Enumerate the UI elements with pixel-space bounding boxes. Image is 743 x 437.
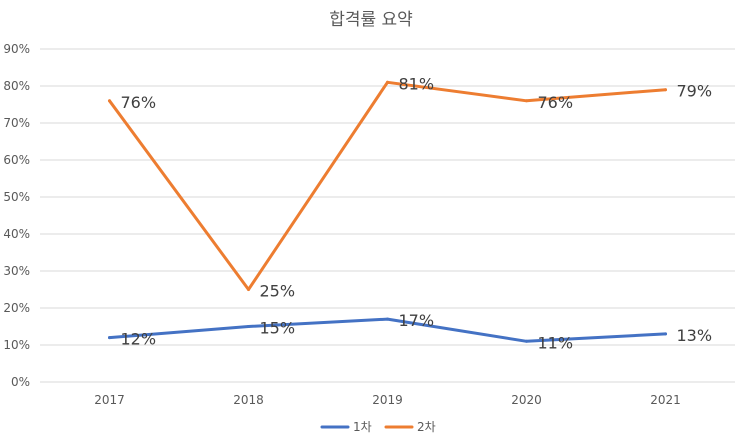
data-point	[386, 80, 389, 84]
x-axis-ticks: 2017 2018 2019 2020 2021	[94, 393, 681, 407]
data-label: 76%	[538, 93, 574, 112]
data-label: 15%	[260, 319, 296, 338]
y-tick-label: 90%	[3, 42, 30, 56]
data-label: 12%	[121, 330, 157, 349]
y-tick-label: 0%	[11, 375, 30, 389]
data-label: 13%	[677, 326, 713, 345]
data-label: 11%	[538, 333, 574, 352]
y-tick-label: 80%	[3, 79, 30, 93]
data-point	[664, 88, 667, 92]
data-label: 25%	[260, 282, 296, 301]
x-tick-label: 2021	[650, 393, 681, 407]
data-point	[108, 99, 111, 103]
data-label: 79%	[677, 82, 713, 101]
y-tick-label: 50%	[3, 190, 30, 204]
data-point	[386, 317, 389, 321]
data-point	[247, 288, 250, 291]
x-tick-label: 2020	[511, 393, 542, 407]
y-tick-label: 30%	[3, 264, 30, 278]
y-axis-ticks: 0% 10% 20% 30% 40% 50% 60% 70% 80% 90%	[3, 42, 30, 389]
data-point	[525, 99, 528, 103]
series-line-2	[108, 80, 667, 291]
series-line-1	[108, 317, 667, 343]
y-tick-label: 20%	[3, 301, 30, 315]
data-point	[664, 332, 667, 336]
data-point	[247, 325, 250, 328]
legend-label: 1차	[353, 420, 372, 434]
legend-label: 2차	[417, 420, 436, 434]
y-tick-label: 10%	[3, 338, 30, 352]
data-label: 17%	[399, 311, 435, 330]
y-tick-label: 60%	[3, 153, 30, 167]
legend: 1차 2차	[320, 420, 436, 434]
x-tick-label: 2018	[233, 393, 264, 407]
y-tick-label: 70%	[3, 116, 30, 130]
x-tick-label: 2019	[372, 393, 403, 407]
data-point	[525, 339, 528, 343]
data-label: 81%	[399, 74, 435, 93]
chart-title: 합격률 요약	[329, 10, 413, 30]
series-lines	[108, 80, 667, 343]
data-labels: 12% 15% 17% 11% 13% 76% 25% 81% 76% 79%	[121, 74, 713, 352]
x-tick-label: 2017	[94, 393, 125, 407]
data-label: 76%	[121, 93, 157, 112]
data-point	[108, 336, 111, 340]
y-tick-label: 40%	[3, 227, 30, 241]
gridlines	[40, 48, 735, 383]
